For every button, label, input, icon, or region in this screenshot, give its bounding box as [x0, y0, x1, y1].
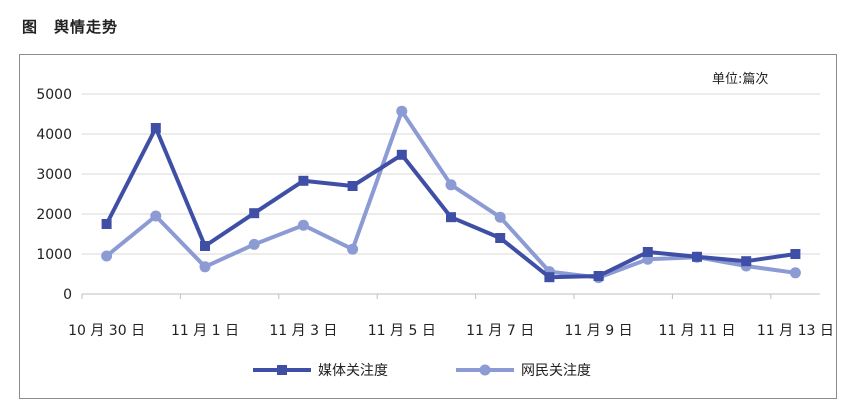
chart-frame [19, 54, 837, 399]
data-point [249, 208, 260, 219]
legend: 媒体关注度 网民关注度 [253, 363, 591, 379]
figure-title: 图 舆情走势 [22, 18, 119, 36]
legend-label: 媒体关注度 [318, 363, 388, 379]
data-point [593, 271, 604, 281]
data-point [199, 261, 211, 273]
x-tick-label: 11 月 13 日 [757, 323, 834, 339]
data-point [298, 175, 309, 186]
tick-labels: 0 1000 2000 3000 4000 5000 10 月 30 日 11 月 1 日 11… [36, 87, 834, 339]
y-tick-label: 4000 [36, 127, 72, 143]
y-tick-label: 2000 [36, 207, 72, 223]
data-point [741, 256, 752, 267]
data-point [789, 267, 801, 279]
data-point [494, 211, 506, 223]
data-point [150, 123, 161, 133]
data-point [396, 105, 408, 117]
legend-item: 网民关注度 [456, 363, 591, 379]
data-point [692, 251, 702, 262]
axes [81, 293, 820, 299]
data-point [248, 238, 260, 250]
series-layer [101, 105, 801, 284]
data-point [642, 247, 653, 257]
y-tick-label: 5000 [36, 87, 72, 103]
legend-item: 媒体关注度 [253, 363, 388, 379]
legend-marker [277, 365, 287, 375]
data-point [446, 212, 456, 223]
data-point [101, 250, 113, 262]
gridlines [82, 93, 820, 255]
x-tick-label: 11 月 9 日 [565, 323, 633, 339]
y-tick-label: 0 [63, 287, 72, 303]
unit-label: 单位:篇次 [712, 71, 768, 87]
data-point [150, 210, 162, 222]
data-point [347, 243, 359, 255]
x-tick-label: 11 月 7 日 [466, 323, 534, 339]
data-point [200, 241, 210, 251]
data-point [544, 272, 555, 283]
data-point [101, 219, 112, 229]
x-tick-label: 11 月 11 日 [659, 323, 736, 339]
y-tick-label: 3000 [36, 167, 72, 183]
legend-marker [479, 364, 491, 376]
data-point [790, 249, 801, 259]
data-point [297, 219, 309, 231]
series-media [101, 123, 801, 283]
x-tick-label: 10 月 30 日 [68, 323, 145, 339]
data-point [396, 149, 407, 160]
x-tick-label: 11 月 1 日 [171, 323, 239, 339]
data-point [445, 179, 457, 191]
x-tick-label: 11 月 3 日 [269, 323, 337, 339]
y-tick-label: 1000 [36, 247, 72, 263]
data-point [495, 233, 506, 243]
data-point [347, 181, 358, 191]
legend-label: 网民关注度 [521, 363, 591, 379]
x-tick-label: 11 月 5 日 [368, 323, 436, 339]
